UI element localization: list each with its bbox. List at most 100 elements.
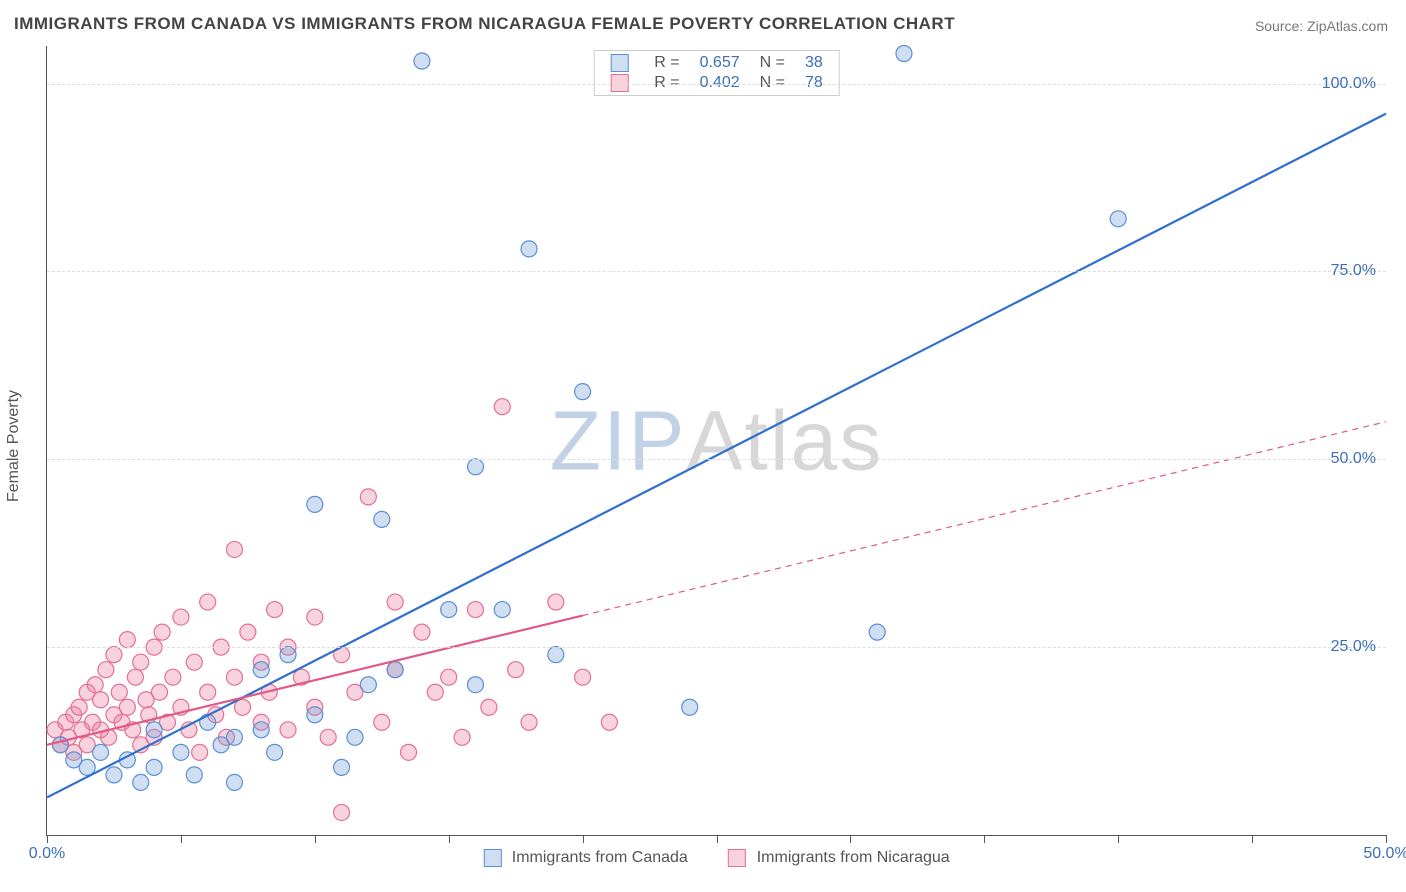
x-tick: [47, 835, 48, 843]
data-point-canada: [360, 677, 376, 693]
data-point-nicaragua: [414, 624, 430, 640]
data-point-canada: [575, 384, 591, 400]
y-axis-label: Female Poverty: [5, 390, 23, 502]
plot-svg: [47, 46, 1386, 835]
x-tick: [315, 835, 316, 843]
data-point-canada: [133, 774, 149, 790]
data-point-nicaragua: [401, 744, 417, 760]
data-point-nicaragua: [111, 684, 127, 700]
y-tick-label: 50.0%: [1331, 450, 1376, 468]
legend-item-canada: Immigrants from Canada: [483, 849, 688, 867]
data-point-nicaragua: [454, 729, 470, 745]
data-point-canada: [200, 714, 216, 730]
data-point-nicaragua: [481, 699, 497, 715]
data-point-nicaragua: [307, 609, 323, 625]
data-point-nicaragua: [93, 692, 109, 708]
data-point-nicaragua: [200, 594, 216, 610]
data-point-canada: [253, 662, 269, 678]
data-point-nicaragua: [320, 729, 336, 745]
data-point-nicaragua: [186, 654, 202, 670]
gridline: [47, 647, 1386, 648]
data-point-nicaragua: [360, 489, 376, 505]
data-point-nicaragua: [508, 662, 524, 678]
data-point-canada: [334, 759, 350, 775]
data-point-nicaragua: [240, 624, 256, 640]
gridline: [47, 84, 1386, 85]
data-point-nicaragua: [494, 399, 510, 415]
data-point-nicaragua: [601, 714, 617, 730]
data-point-nicaragua: [441, 669, 457, 685]
data-point-canada: [307, 496, 323, 512]
x-tick-label: 0.0%: [29, 845, 65, 863]
data-point-canada: [307, 707, 323, 723]
data-point-nicaragua: [154, 624, 170, 640]
data-point-nicaragua: [133, 654, 149, 670]
legend-item-nicaragua: Immigrants from Nicaragua: [728, 849, 949, 867]
data-point-canada: [387, 662, 403, 678]
data-point-nicaragua: [200, 684, 216, 700]
x-tick: [449, 835, 450, 843]
regression-line-nicaragua-dashed: [583, 422, 1386, 616]
gridline: [47, 271, 1386, 272]
y-tick-label: 25.0%: [1331, 638, 1376, 656]
data-point-nicaragua: [106, 647, 122, 663]
x-tick: [1118, 835, 1119, 843]
source-attribution: Source: ZipAtlas.com: [1255, 18, 1388, 34]
data-point-nicaragua: [267, 602, 283, 618]
regression-line-canada: [47, 114, 1386, 798]
data-point-nicaragua: [119, 632, 135, 648]
legend-label-nicaragua: Immigrants from Nicaragua: [757, 849, 950, 866]
y-tick-label: 100.0%: [1322, 75, 1376, 93]
data-point-canada: [548, 647, 564, 663]
data-point-canada: [226, 729, 242, 745]
x-tick: [1252, 835, 1253, 843]
data-point-nicaragua: [280, 722, 296, 738]
plot-area: ZIPAtlas R = 0.657 N = 38 R = 0.402 N = …: [46, 46, 1386, 836]
data-point-canada: [347, 729, 363, 745]
data-point-nicaragua: [192, 744, 208, 760]
x-tick: [717, 835, 718, 843]
data-point-canada: [106, 767, 122, 783]
x-tick: [984, 835, 985, 843]
x-tick: [181, 835, 182, 843]
data-point-nicaragua: [119, 699, 135, 715]
x-tick: [850, 835, 851, 843]
chart-title: IMMIGRANTS FROM CANADA VS IMMIGRANTS FRO…: [14, 14, 955, 34]
gridline: [47, 459, 1386, 460]
data-point-canada: [173, 744, 189, 760]
data-point-canada: [226, 774, 242, 790]
x-tick: [583, 835, 584, 843]
data-point-canada: [869, 624, 885, 640]
data-point-nicaragua: [548, 594, 564, 610]
x-tick: [1386, 835, 1387, 843]
data-point-nicaragua: [165, 669, 181, 685]
data-point-canada: [494, 602, 510, 618]
data-point-nicaragua: [387, 594, 403, 610]
data-point-canada: [146, 722, 162, 738]
x-tick-label: 50.0%: [1363, 845, 1406, 863]
data-point-canada: [682, 699, 698, 715]
data-point-canada: [467, 677, 483, 693]
y-tick-label: 75.0%: [1331, 262, 1376, 280]
legend-label-canada: Immigrants from Canada: [512, 849, 688, 866]
data-point-nicaragua: [226, 541, 242, 557]
data-point-canada: [253, 722, 269, 738]
data-point-nicaragua: [87, 677, 103, 693]
data-point-canada: [896, 46, 912, 62]
data-point-canada: [1110, 211, 1126, 227]
swatch-nicaragua: [728, 849, 746, 867]
data-point-canada: [441, 602, 457, 618]
data-point-canada: [267, 744, 283, 760]
data-point-canada: [521, 241, 537, 257]
data-point-canada: [186, 767, 202, 783]
data-point-canada: [280, 647, 296, 663]
data-point-nicaragua: [521, 714, 537, 730]
data-point-canada: [414, 53, 430, 69]
swatch-canada: [483, 849, 501, 867]
data-point-nicaragua: [226, 669, 242, 685]
data-point-nicaragua: [151, 684, 167, 700]
source-label: Source:: [1255, 18, 1307, 34]
data-point-nicaragua: [427, 684, 443, 700]
source-value: ZipAtlas.com: [1307, 18, 1388, 34]
data-point-nicaragua: [467, 602, 483, 618]
